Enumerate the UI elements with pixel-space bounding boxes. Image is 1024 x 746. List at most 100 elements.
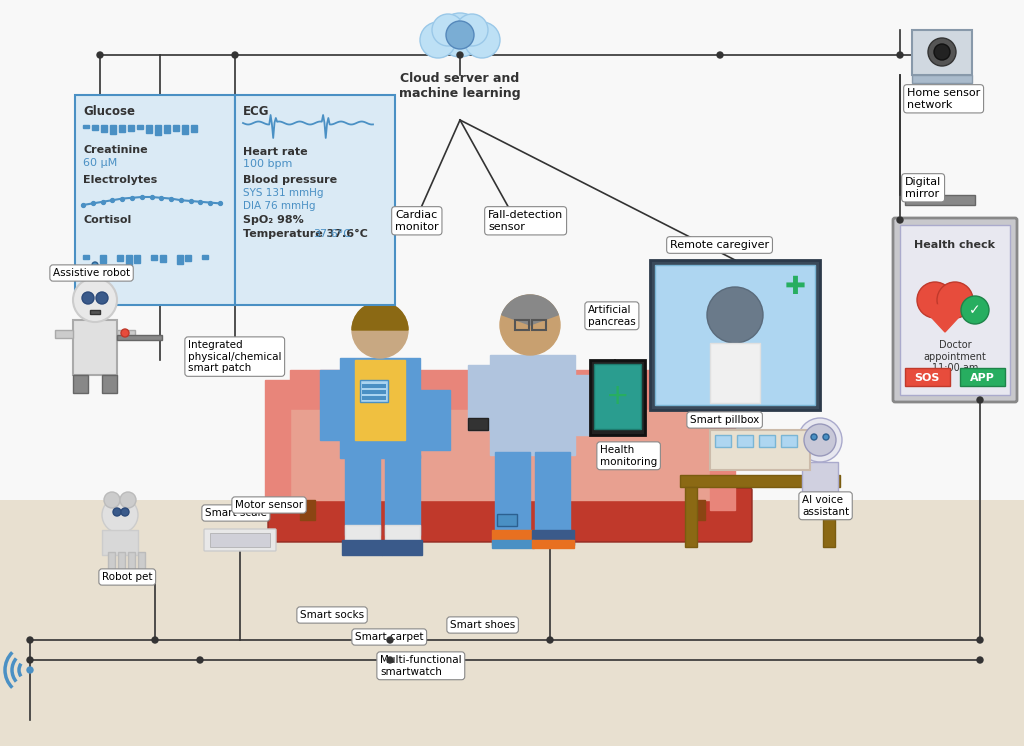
FancyBboxPatch shape: [590, 360, 645, 435]
Text: Cardiac
monitor: Cardiac monitor: [395, 210, 438, 231]
Circle shape: [232, 52, 238, 58]
Circle shape: [804, 424, 836, 456]
FancyBboxPatch shape: [126, 255, 131, 265]
Circle shape: [977, 657, 983, 663]
FancyBboxPatch shape: [680, 475, 840, 487]
FancyBboxPatch shape: [151, 255, 157, 260]
Text: Glucose: Glucose: [83, 105, 135, 118]
Circle shape: [464, 22, 500, 58]
Text: Smart socks: Smart socks: [300, 610, 365, 620]
Point: [133, 191, 150, 203]
FancyBboxPatch shape: [385, 525, 420, 545]
FancyBboxPatch shape: [185, 255, 191, 261]
Circle shape: [811, 434, 817, 440]
Text: Smart scale: Smart scale: [205, 508, 267, 518]
Circle shape: [387, 657, 393, 663]
Text: Electrolytes: Electrolytes: [83, 175, 158, 185]
FancyBboxPatch shape: [900, 225, 1010, 395]
Text: APP: APP: [970, 373, 994, 383]
FancyBboxPatch shape: [823, 487, 835, 547]
Circle shape: [97, 52, 103, 58]
Circle shape: [547, 637, 553, 643]
Point: [154, 192, 170, 204]
FancyBboxPatch shape: [134, 255, 140, 263]
Circle shape: [897, 52, 903, 58]
Circle shape: [27, 667, 33, 673]
FancyBboxPatch shape: [912, 75, 972, 83]
Point: [182, 195, 199, 207]
FancyBboxPatch shape: [690, 500, 705, 520]
FancyBboxPatch shape: [905, 368, 950, 386]
Text: Temperature 37.6°C: Temperature 37.6°C: [243, 229, 368, 239]
FancyBboxPatch shape: [532, 530, 574, 545]
Point: [94, 196, 111, 208]
Circle shape: [73, 278, 117, 322]
Text: SpO₂ 98%: SpO₂ 98%: [243, 215, 304, 225]
Circle shape: [798, 418, 842, 462]
FancyBboxPatch shape: [492, 540, 534, 548]
Point: [114, 192, 130, 204]
FancyBboxPatch shape: [155, 125, 161, 135]
FancyBboxPatch shape: [319, 370, 345, 440]
FancyBboxPatch shape: [912, 30, 972, 75]
FancyBboxPatch shape: [55, 330, 73, 338]
FancyBboxPatch shape: [137, 125, 143, 129]
Text: Integrated
physical/chemical
smart patch: Integrated physical/chemical smart patch: [188, 340, 282, 373]
FancyBboxPatch shape: [90, 310, 100, 314]
FancyBboxPatch shape: [83, 255, 89, 259]
FancyBboxPatch shape: [362, 384, 386, 388]
FancyBboxPatch shape: [117, 255, 123, 261]
FancyBboxPatch shape: [490, 355, 575, 455]
FancyBboxPatch shape: [362, 396, 386, 400]
Circle shape: [197, 657, 203, 663]
Circle shape: [96, 292, 108, 304]
FancyBboxPatch shape: [710, 430, 810, 470]
Circle shape: [352, 302, 408, 358]
Text: Artificial
pancreas: Artificial pancreas: [588, 305, 636, 327]
FancyBboxPatch shape: [191, 125, 197, 132]
FancyBboxPatch shape: [382, 540, 422, 555]
Circle shape: [92, 262, 98, 268]
Circle shape: [387, 637, 393, 643]
FancyBboxPatch shape: [290, 410, 710, 500]
FancyBboxPatch shape: [128, 552, 135, 570]
FancyBboxPatch shape: [204, 529, 276, 551]
FancyBboxPatch shape: [83, 125, 89, 128]
FancyBboxPatch shape: [300, 500, 315, 520]
Circle shape: [961, 296, 989, 324]
FancyBboxPatch shape: [650, 260, 820, 410]
Point: [193, 196, 209, 208]
FancyBboxPatch shape: [532, 540, 574, 548]
FancyBboxPatch shape: [100, 255, 106, 263]
Circle shape: [934, 44, 950, 60]
Text: ✓: ✓: [969, 303, 981, 317]
FancyBboxPatch shape: [781, 435, 797, 447]
FancyBboxPatch shape: [345, 525, 380, 545]
Text: +: +: [606, 382, 630, 410]
Circle shape: [918, 282, 953, 318]
Text: SYS 131 mmHg: SYS 131 mmHg: [243, 188, 324, 198]
Text: Remote caregiver: Remote caregiver: [670, 240, 769, 250]
FancyBboxPatch shape: [961, 368, 1005, 386]
FancyBboxPatch shape: [468, 418, 488, 430]
FancyBboxPatch shape: [128, 125, 134, 131]
FancyBboxPatch shape: [575, 375, 615, 435]
Text: Blood pressure: Blood pressure: [243, 175, 337, 185]
FancyBboxPatch shape: [268, 488, 752, 542]
Wedge shape: [502, 295, 558, 325]
Text: 60 μM: 60 μM: [83, 158, 118, 168]
Text: Motor sensor: Motor sensor: [234, 500, 303, 510]
FancyBboxPatch shape: [117, 335, 162, 340]
Text: Smart shoes: Smart shoes: [450, 620, 515, 630]
Circle shape: [120, 492, 136, 508]
Circle shape: [457, 52, 463, 58]
FancyBboxPatch shape: [495, 452, 530, 537]
Text: Heart rate: Heart rate: [243, 147, 307, 157]
Text: AI voice
assistant: AI voice assistant: [802, 495, 849, 516]
FancyBboxPatch shape: [290, 370, 710, 410]
Circle shape: [897, 217, 903, 223]
FancyBboxPatch shape: [110, 125, 116, 134]
Circle shape: [456, 14, 488, 46]
FancyBboxPatch shape: [173, 125, 179, 131]
Polygon shape: [920, 305, 970, 332]
